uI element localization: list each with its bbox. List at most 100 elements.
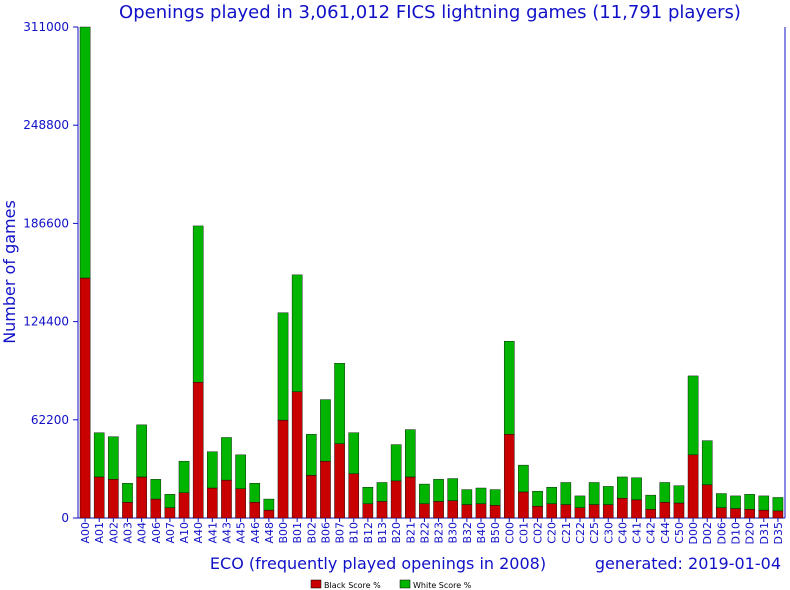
bar-white-D10 (730, 495, 741, 509)
x-tick-label: C25 (588, 522, 601, 544)
bar-white-B10 (348, 432, 360, 474)
x-tick-label: B40 (475, 522, 488, 544)
x-tick-label: C21 (560, 522, 573, 544)
bar-white-D31 (758, 495, 770, 511)
x-tick-label: B01 (291, 522, 304, 544)
y-ticks: 0 62200 124400 186600 248800 311000 (23, 20, 78, 525)
bar-black-B22 (419, 503, 430, 519)
bar-black-C25 (588, 504, 600, 519)
x-tick-label: C20 (546, 522, 559, 544)
x-ticks: A00 A01 A02 A03 A04 A06 A07 A10 A40 A41 A43 A45 A46 A… (79, 518, 785, 544)
bar-white-A10 (178, 460, 190, 493)
y-tick-label: 248800 (23, 118, 69, 132)
bar-white-A01 (93, 432, 105, 478)
bar-white-B02 (306, 434, 317, 476)
x-tick-label: C22 (574, 522, 587, 544)
x-tick-label: D35 (772, 522, 785, 544)
bar-white-A45 (235, 454, 246, 489)
bar-black-A48 (263, 509, 275, 519)
bar-black-C02 (532, 505, 543, 519)
bar-white-B01 (291, 274, 303, 392)
bar-black-B21 (404, 476, 416, 519)
bar-black-B23 (433, 501, 444, 519)
bar-black-A01 (93, 476, 105, 519)
legend: Black Score % White Score % (310, 579, 472, 590)
bar-black-D10 (730, 508, 741, 519)
x-tick-label: D10 (730, 522, 743, 544)
bar-black-C40 (617, 498, 628, 519)
bar-white-C40 (617, 476, 628, 499)
legend-label-white: White Score % (413, 581, 472, 590)
x-tick-label: D06 (715, 522, 728, 544)
bar-black-A06 (150, 498, 162, 519)
bar-black-A10 (178, 492, 190, 519)
x-tick-label: B21 (404, 522, 417, 544)
bar-white-C42 (645, 494, 656, 510)
bar-black-A02 (108, 479, 119, 519)
bar-black-C01 (518, 491, 529, 519)
bar-white-C00 (503, 340, 515, 435)
x-tick-label: D31 (758, 522, 771, 544)
bar-black-A45 (235, 488, 246, 519)
y-tick-label: 311000 (23, 20, 69, 34)
bar-white-A02 (108, 436, 119, 480)
legend-swatch-black (310, 579, 322, 589)
x-tick-label: A41 (206, 522, 219, 544)
bar-black-D35 (772, 510, 784, 519)
bar-black-A40 (192, 382, 204, 519)
bar-white-C25 (588, 482, 600, 505)
bar-black-B50 (489, 505, 501, 519)
bar-white-A04 (136, 424, 147, 478)
bar-black-B30 (447, 500, 459, 519)
bar-white-B40 (475, 487, 487, 504)
x-tick-label: C01 (517, 522, 530, 544)
x-tick-label: B06 (319, 522, 332, 544)
bar-white-A43 (221, 437, 232, 481)
bar-black-C41 (631, 499, 642, 519)
bar-white-B13 (376, 482, 388, 502)
bar-black-C21 (560, 504, 572, 519)
x-tick-label: B07 (334, 522, 347, 544)
x-tick-label: C40 (616, 522, 629, 544)
bar-white-A41 (207, 451, 218, 489)
y-tick-label: 124400 (23, 315, 69, 329)
bar-white-C30 (602, 486, 614, 505)
x-tick-label: A04 (136, 522, 149, 544)
bar-white-B32 (461, 489, 473, 505)
bar-black-C42 (645, 509, 656, 519)
legend-swatch-white (399, 579, 411, 589)
x-tick-label: A40 (192, 522, 205, 544)
x-axis-label: ECO (frequently played openings in 2008) (210, 554, 546, 573)
bar-black-A04 (136, 476, 147, 519)
bar-black-C50 (673, 502, 685, 519)
x-tick-label: C42 (645, 522, 658, 544)
bar-white-D20 (744, 494, 755, 510)
x-tick-label: B20 (390, 522, 403, 544)
bar-white-C50 (673, 485, 685, 504)
x-tick-label: A07 (164, 522, 177, 544)
bar-black-A00 (79, 277, 91, 519)
bar-black-A41 (207, 487, 218, 519)
bar-black-B01 (291, 391, 303, 519)
bar-black-C00 (503, 434, 515, 519)
x-tick-label: C50 (673, 522, 686, 544)
bar-white-A03 (122, 483, 133, 503)
x-tick-label: B12 (362, 522, 375, 544)
bar-black-B06 (320, 460, 331, 519)
bar-black-D02 (701, 484, 713, 519)
x-tick-label: A43 (220, 522, 233, 544)
x-tick-label: B13 (376, 522, 389, 544)
y-tick-label: 186600 (23, 216, 69, 230)
bar-white-B50 (489, 489, 501, 506)
x-tick-label: B22 (418, 522, 431, 544)
x-tick-label: C30 (602, 522, 615, 544)
bar-white-C20 (546, 487, 557, 504)
bar-black-C44 (659, 502, 671, 519)
bar-black-A43 (221, 479, 232, 519)
bar-black-A07 (164, 507, 176, 519)
x-tick-label: B32 (461, 522, 474, 544)
x-tick-label: C02 (532, 522, 545, 544)
bar-black-D06 (716, 507, 727, 519)
bar-black-C30 (602, 504, 614, 519)
